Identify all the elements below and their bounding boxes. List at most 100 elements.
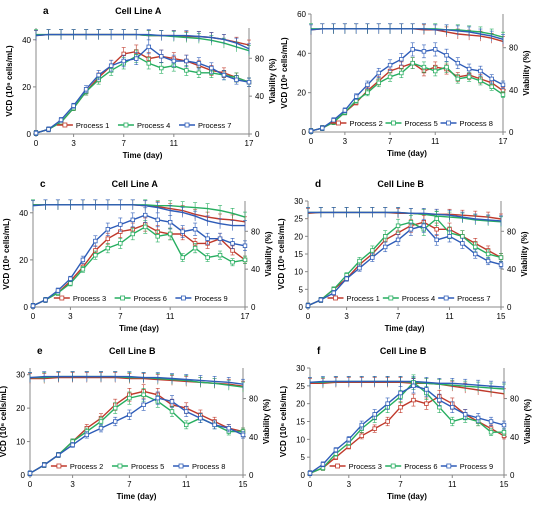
legend-entry-1: Process 1: [327, 294, 380, 303]
vcd-point: [488, 419, 494, 424]
vcd-point: [113, 405, 118, 411]
y-axis-label: VCD (10⁶ cells/mL): [277, 218, 286, 290]
legend-marker: [59, 295, 65, 301]
vcd-point: [180, 229, 185, 234]
vcd-point: [398, 390, 403, 396]
vcd-point: [80, 257, 86, 263]
legend-marker: [180, 295, 186, 301]
x-axis-label: Time (day): [117, 492, 157, 501]
legend-entry-1: Process 3: [329, 462, 382, 471]
x-tick-label: 11: [448, 480, 457, 489]
x-tick-label: 11: [182, 480, 191, 489]
y-tick-label: 0: [24, 303, 29, 312]
legend-marker: [178, 463, 184, 469]
viability-line-process-9: [32, 204, 245, 227]
viability-line-process-3: [310, 381, 505, 395]
vcd-point: [246, 79, 252, 85]
vcd-point: [460, 241, 465, 246]
legend-label: Process 5: [131, 462, 164, 471]
vcd-point: [169, 409, 175, 414]
panel-letter: d: [315, 179, 321, 190]
y-tick-label: 0: [299, 303, 304, 312]
x-axis-label: Time (day): [385, 324, 425, 333]
y-tick-label: 30: [16, 371, 25, 380]
y-tick-label: 15: [296, 418, 305, 427]
vcd-point: [365, 82, 370, 87]
panel-letter: c: [40, 179, 46, 190]
y2-tick-label: 80: [507, 227, 516, 236]
vcd-point: [167, 219, 173, 225]
x-tick-label: 3: [344, 312, 349, 321]
y2-tick-label: 40: [509, 86, 518, 95]
legend-label: Process 8: [192, 462, 225, 471]
y-tick-label: 20: [19, 256, 28, 265]
legend-marker: [123, 122, 129, 128]
legend-entry-2: Process 4: [382, 294, 435, 303]
vcd-point: [84, 432, 89, 438]
vcd-point: [433, 68, 438, 74]
viability-line-process-4: [36, 33, 250, 52]
vcd-point: [434, 237, 439, 243]
legend-marker: [120, 295, 126, 301]
legend-label: Process 4: [402, 294, 435, 303]
vcd-line-process-3: [309, 395, 505, 474]
vcd-point: [372, 426, 377, 431]
legend-entry-3: Process 8: [173, 462, 225, 471]
vcd-point: [242, 243, 248, 248]
y2-axis-label: Viability (%): [523, 399, 532, 445]
viability-line-process-7: [35, 33, 250, 50]
vcd-point: [196, 70, 202, 75]
vcd-point: [498, 255, 504, 260]
vcd-point: [118, 241, 123, 246]
x-tick-label: 11: [170, 139, 179, 148]
viability-line-process-3: [33, 204, 246, 223]
vcd-point: [141, 402, 146, 407]
vcd-line-process-6: [309, 381, 504, 474]
vcd-point: [141, 392, 146, 397]
vcd-point: [234, 77, 239, 83]
vcd-point: [376, 80, 381, 86]
panel-title: Cell Line B: [377, 179, 424, 189]
x-tick-label: 17: [499, 137, 508, 146]
vcd-point: [146, 61, 151, 66]
x-axis-label: Time (day): [123, 151, 163, 160]
y2-tick-label: 40: [251, 265, 260, 274]
vcd-point: [489, 84, 494, 89]
legend-marker: [391, 120, 396, 126]
vcd-point: [159, 54, 164, 59]
legend-label: Process 7: [198, 121, 231, 130]
y2-tick-label: 40: [507, 265, 516, 274]
vcd-point: [385, 419, 390, 424]
x-tick-label: 7: [396, 312, 401, 321]
vcd-point: [134, 56, 139, 61]
vcd-point: [466, 66, 472, 72]
vcd-point: [485, 251, 491, 257]
vcd-point: [376, 70, 381, 76]
vcd-point: [370, 255, 375, 260]
vcd-point: [43, 297, 48, 303]
vcd-point: [196, 61, 202, 66]
x-tick-label: 0: [306, 312, 311, 321]
y-tick-label: 5: [299, 285, 304, 294]
legend-entry-3: Process 7: [438, 294, 491, 303]
vcd-point: [357, 258, 362, 264]
vcd-line-process-8: [29, 397, 244, 474]
x-tick-label: 7: [118, 312, 123, 321]
y2-tick-label: 80: [509, 44, 518, 53]
legend-marker: [335, 463, 340, 469]
vcd-point: [130, 231, 135, 237]
y2-axis-label: Viability (%): [522, 50, 531, 96]
vcd-point: [333, 447, 339, 453]
vcd-point: [230, 241, 235, 246]
vcd-point: [382, 244, 388, 250]
legend-label: Process 4: [137, 121, 170, 130]
vcd-point: [382, 234, 388, 239]
legend-label: Process 6: [404, 462, 437, 471]
vcd-point: [108, 63, 114, 68]
x-tick-label: 11: [445, 312, 454, 321]
vcd-point: [105, 236, 111, 241]
legend-entry-3: Process 9: [440, 462, 493, 471]
legend-entry-1: Process 1: [56, 121, 109, 130]
